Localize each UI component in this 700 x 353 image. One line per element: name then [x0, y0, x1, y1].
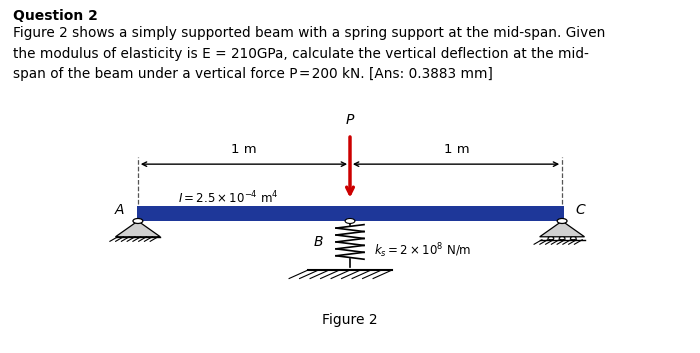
Bar [136, 206, 564, 221]
Circle shape [133, 219, 143, 223]
Polygon shape [540, 221, 584, 237]
Text: B: B [314, 235, 323, 249]
Circle shape [345, 219, 355, 223]
Text: $I = 2.5 \times 10^{-4}\ \mathrm{m}^4$: $I = 2.5 \times 10^{-4}\ \mathrm{m}^4$ [178, 189, 279, 206]
Text: Figure 2 shows a simply supported beam with a spring support at the mid-span. Gi: Figure 2 shows a simply supported beam w… [13, 26, 605, 80]
Circle shape [559, 237, 565, 240]
Text: C: C [575, 203, 585, 217]
Polygon shape [116, 221, 160, 237]
Text: A: A [115, 203, 125, 217]
Text: P: P [346, 113, 354, 127]
Circle shape [557, 219, 567, 223]
Text: $k_s = 2 \times 10^8\ \mathrm{N/m}$: $k_s = 2 \times 10^8\ \mathrm{N/m}$ [374, 241, 472, 260]
Text: 1 m: 1 m [444, 143, 469, 156]
Circle shape [570, 237, 576, 240]
Circle shape [548, 237, 554, 240]
Text: Question 2: Question 2 [13, 9, 97, 23]
Text: 1 m: 1 m [231, 143, 256, 156]
Text: Figure 2: Figure 2 [322, 312, 378, 327]
